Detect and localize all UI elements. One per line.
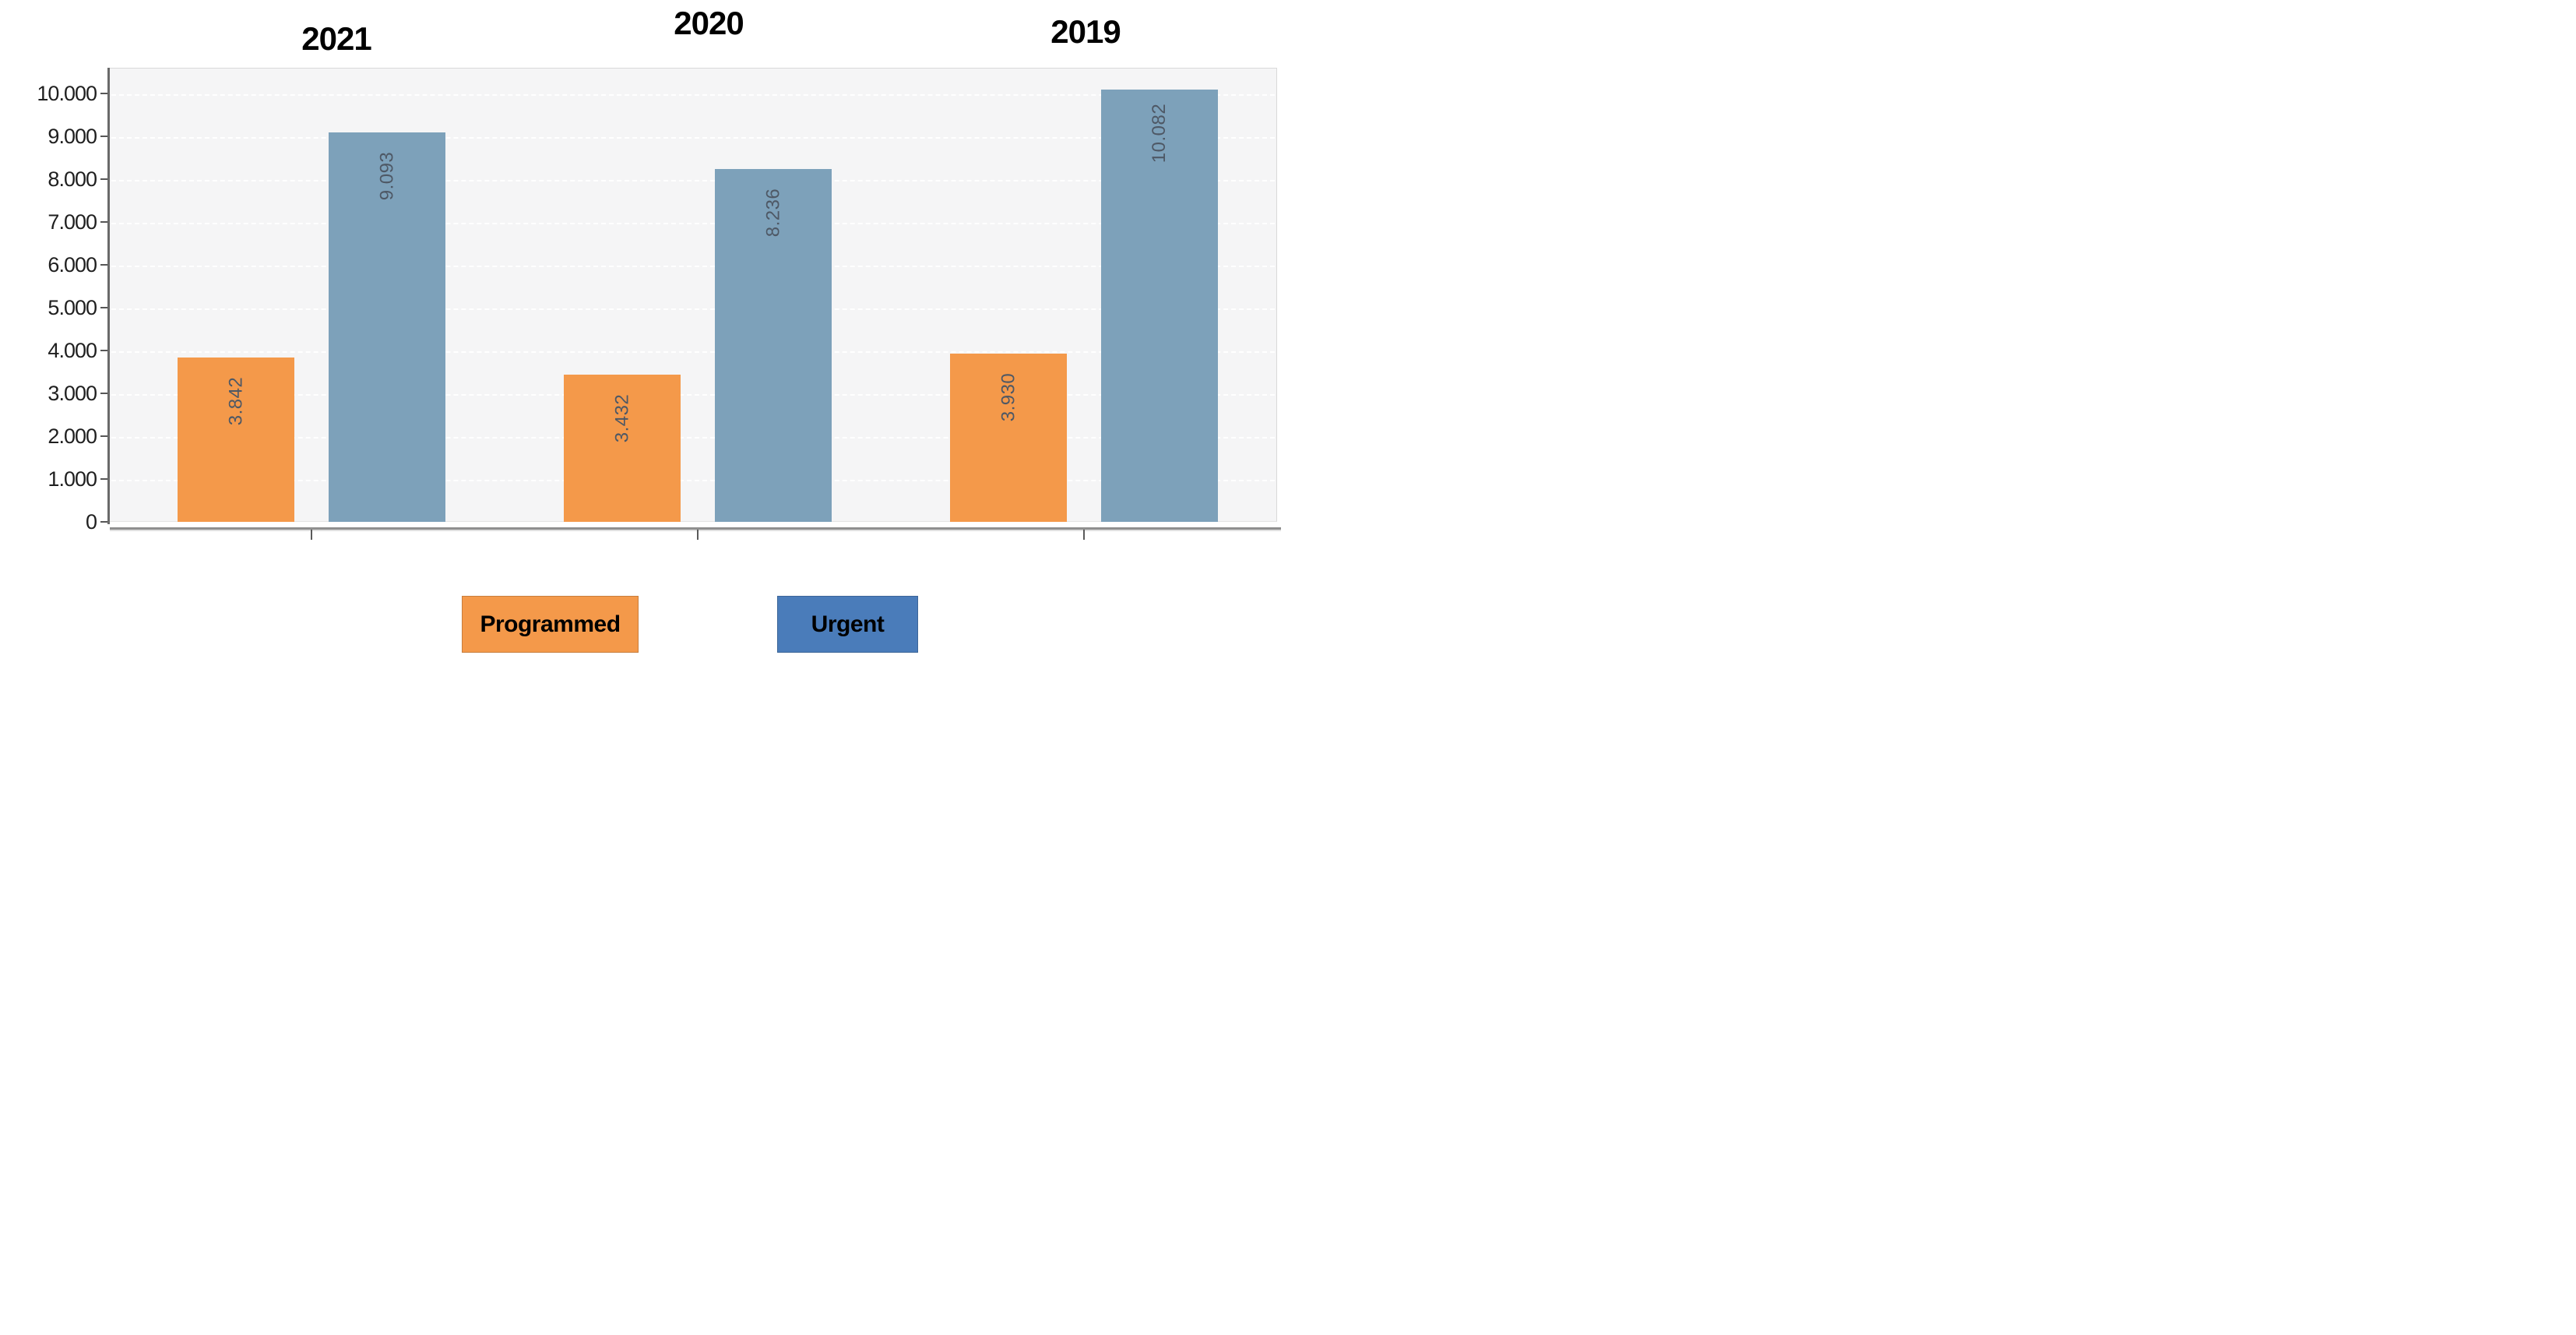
x-axis-tick-2021 [311,530,312,540]
y-axis-tick [100,136,107,137]
y-axis-tick [100,264,107,266]
bar-urgent-2021: 9.093 [329,132,445,522]
x-axis-tick-2019 [1083,530,1085,540]
gridline-6000 [111,266,1275,267]
bar-urgent-2019: 10.082 [1101,90,1218,522]
bar-value-label-box: 8.236 [715,171,832,255]
y-axis-label: 4.000 [48,339,97,362]
y-axis-label: 3.000 [48,382,97,405]
gridline-10000 [111,94,1275,96]
gridline-2000 [111,437,1275,439]
y-axis-label: 2.000 [48,424,97,448]
gridline-5000 [111,308,1275,310]
y-axis-tick [100,521,107,523]
bar-value-label-box: 3.432 [564,376,681,460]
gridline-7000 [111,223,1275,224]
year-title-2020: 2020 [674,5,744,41]
year-title-2019: 2019 [1050,13,1121,50]
y-axis-tick [100,221,107,223]
y-axis-tick [100,478,107,480]
bar-programmed-2019: 3.930 [950,354,1067,522]
bar-programmed-2021: 3.842 [178,358,294,522]
y-axis-tick [100,435,107,437]
y-axis-label: 6.000 [48,253,97,277]
bar-programmed-2020: 3.432 [564,375,681,522]
y-axis-label: 5.000 [48,296,97,319]
bar-value-label-box: 3.930 [950,355,1067,439]
y-axis-label: 10.000 [37,82,97,105]
gridline-1000 [111,480,1275,481]
bar-value-label: 3.842 [225,376,246,426]
legend-label: Urgent [811,611,885,637]
gridline-8000 [111,180,1275,181]
x-axis-tick-2020 [697,530,699,540]
x-axis-line [110,527,1281,530]
plot-area [110,68,1277,522]
bar-value-label: 10.082 [1149,103,1170,164]
bar-value-label-box: 3.842 [178,359,294,443]
y-axis-label: 8.000 [48,167,97,191]
legend-item-urgent: Urgent [777,596,918,653]
y-axis-tick [100,393,107,394]
y-axis-label: 7.000 [48,210,97,234]
y-axis-tick [100,178,107,180]
bar-value-label: 3.930 [998,372,1019,422]
legend-item-programmed: Programmed [462,596,639,653]
gridline-4000 [111,351,1275,353]
bar-urgent-2020: 8.236 [715,169,832,522]
y-axis-label: 9.000 [48,125,97,148]
y-axis-tick [100,93,107,94]
y-axis-tick [100,307,107,308]
bar-value-label: 9.093 [376,151,397,201]
bar-chart: 2021 2020 2019 0 1.000 2.000 3.000 4.000 5.000 6… [0,0,1288,668]
year-title-2021: 2021 [301,20,371,57]
bar-value-label: 8.236 [762,188,783,238]
y-axis-tick [100,350,107,351]
bar-value-label-box: 9.093 [329,134,445,218]
legend-label: Programmed [480,611,621,637]
gridline-9000 [111,137,1275,139]
bar-value-label-box: 10.082 [1101,91,1218,175]
y-axis-label: 1.000 [48,467,97,491]
gridline-3000 [111,394,1275,396]
bar-value-label: 3.432 [611,393,632,443]
y-axis-line [107,68,110,524]
y-axis-label: 0 [85,510,97,534]
